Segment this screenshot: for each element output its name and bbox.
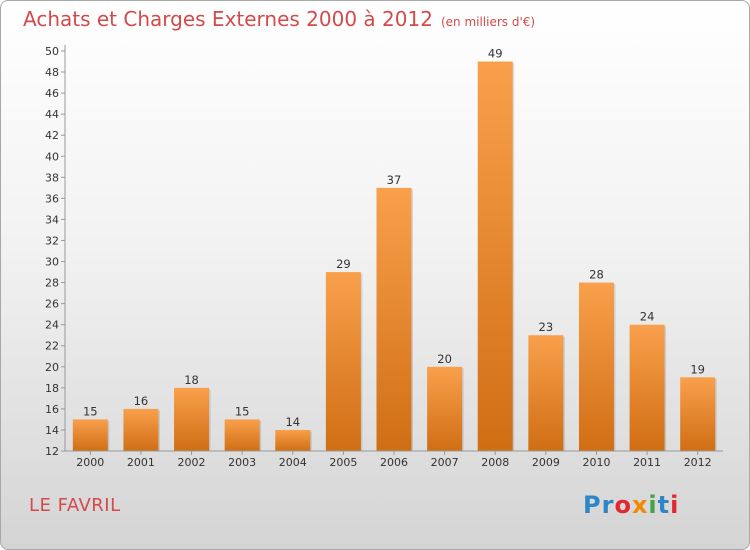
bar-value-label: 49	[488, 47, 503, 61]
bar	[123, 408, 159, 451]
bars: 15 16 18 15 14 29 37 20 49 23 28 24 19	[72, 47, 717, 452]
y-axis: 12 14 16 18 20 22 24 26 28 30 32 34 36 38 40 42 44 46 48 50	[45, 45, 66, 458]
y-tick-label: 12	[45, 445, 59, 458]
bar-value-label: 24	[640, 310, 655, 324]
y-tick-label: 14	[45, 424, 59, 437]
x-tick-label: 2008	[481, 456, 509, 469]
y-tick-label: 30	[45, 256, 59, 269]
y-tick-label: 18	[45, 382, 59, 395]
bar	[174, 387, 210, 451]
bar-value-label: 18	[184, 373, 199, 387]
x-tick-label: 2006	[380, 456, 408, 469]
y-tick-label: 20	[45, 361, 59, 374]
place-name: LE FAVRIL	[29, 495, 121, 516]
bar	[427, 366, 463, 451]
y-tick-label: 42	[45, 129, 59, 142]
bar	[224, 419, 260, 451]
logo-part: x	[631, 491, 649, 519]
logo-part: Pr	[583, 491, 615, 519]
x-tick-label: 2012	[684, 456, 712, 469]
logo-part: t	[657, 491, 671, 519]
chart-subtitle: (en milliers d'€)	[440, 15, 536, 29]
y-tick-label: 46	[45, 87, 59, 100]
x-tick-label: 2009	[532, 456, 560, 469]
y-tick-label: 24	[45, 319, 59, 332]
bar-value-label: 23	[539, 320, 554, 334]
bar	[680, 377, 716, 451]
y-tick-label: 44	[45, 108, 59, 121]
y-tick-label: 26	[45, 298, 59, 311]
y-tick-label: 34	[45, 213, 59, 226]
bar-value-label: 28	[589, 268, 604, 282]
y-tick-label: 28	[45, 277, 59, 290]
logo-part: i	[648, 491, 658, 519]
bar	[275, 429, 311, 451]
x-tick-label: 2004	[279, 456, 307, 469]
y-tick-label: 40	[45, 150, 59, 163]
bar-value-label: 29	[336, 257, 351, 271]
bar-value-label: 19	[690, 362, 705, 376]
y-tick-label: 50	[45, 45, 59, 58]
y-tick-label: 16	[45, 403, 59, 416]
bar	[629, 324, 665, 451]
y-tick-label: 38	[45, 171, 59, 184]
x-tick-label: 2010	[582, 456, 610, 469]
x-tick-label: 2000	[76, 456, 104, 469]
x-tick-label: 2011	[633, 456, 661, 469]
y-tick-label: 22	[45, 340, 59, 353]
bar-value-label: 15	[83, 404, 98, 418]
bar	[528, 335, 564, 451]
logo-part: o	[614, 491, 632, 519]
x-tick-label: 2003	[228, 456, 256, 469]
y-tick-label: 36	[45, 192, 59, 205]
bar	[72, 419, 108, 451]
x-tick-label: 2002	[178, 456, 206, 469]
y-tick-label: 32	[45, 234, 59, 247]
bar	[477, 61, 513, 452]
bar-value-label: 37	[387, 173, 402, 187]
logo-part: i	[670, 491, 680, 519]
y-tick-label: 48	[45, 66, 59, 79]
x-axis: 2000 2001 2002 2003 2004 2005 2006 2007 2008 2009…	[65, 450, 723, 469]
bar	[325, 272, 361, 451]
bar-value-label: 16	[134, 394, 149, 408]
x-tick-label: 2005	[329, 456, 357, 469]
bar-value-label: 20	[437, 352, 452, 366]
chart-title: Achats et Charges Externes 2000 à 2012 (e…	[23, 7, 536, 31]
x-tick-label: 2001	[127, 456, 155, 469]
bar-value-label: 14	[285, 415, 300, 429]
x-tick-label: 2007	[431, 456, 459, 469]
bar	[376, 187, 412, 451]
proxiti-logo: Proxiti	[583, 491, 679, 519]
bar-value-label: 15	[235, 404, 250, 418]
bar	[578, 282, 614, 451]
